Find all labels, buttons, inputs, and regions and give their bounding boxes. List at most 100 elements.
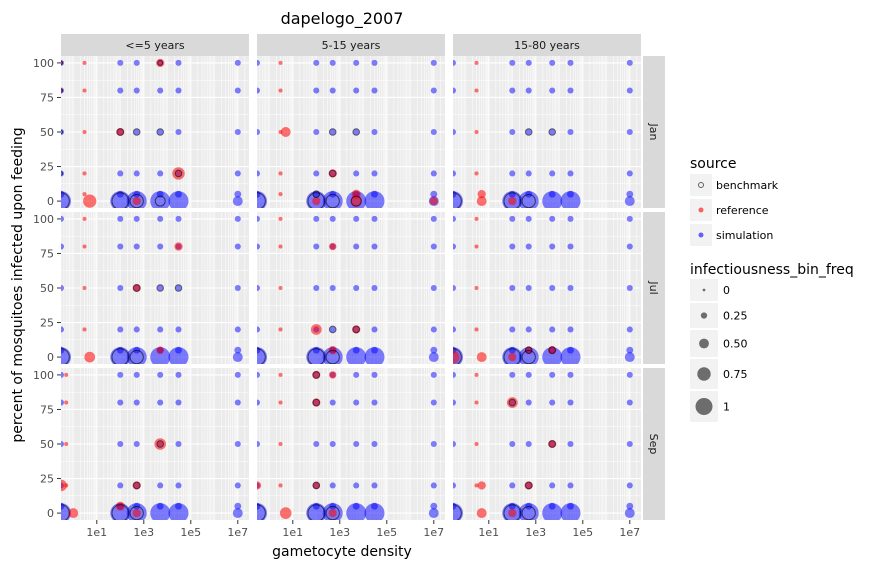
benchmark-point [325, 505, 340, 520]
legend-source-label: reference [716, 204, 769, 217]
benchmark-point [132, 284, 141, 292]
simulation-point [257, 190, 261, 198]
benchmark-point [328, 128, 337, 136]
legend-size-symbol [702, 288, 706, 292]
reference-point [476, 352, 487, 363]
simulation-point [234, 170, 241, 177]
y-tick-label: 0 [47, 351, 54, 364]
reference-point [474, 129, 479, 135]
simulation-point [567, 440, 574, 448]
reference-point [132, 283, 141, 293]
simulation-point [525, 215, 532, 222]
simulation-point [133, 326, 140, 333]
facet-panel [256, 212, 445, 364]
simulation-point [353, 371, 360, 378]
simulation-point [525, 399, 532, 406]
reference-point [453, 350, 460, 364]
x-tick-label: 1e5 [572, 526, 593, 539]
benchmark-point [350, 195, 362, 207]
x-tick-label: 1e3 [329, 526, 350, 539]
simulation-point [175, 440, 182, 448]
reference-point [508, 196, 517, 206]
simulation-point [329, 215, 336, 222]
benchmark-point [352, 325, 360, 334]
simulation-point [453, 371, 457, 378]
panel-points [257, 59, 439, 208]
benchmark-point [503, 348, 522, 364]
simulation-point [353, 284, 360, 292]
simulation-point [509, 284, 516, 292]
legend-size: infectiousness_bin_freq 0 0.25 0.50 0.75 1 [690, 262, 854, 422]
simulation-point [371, 215, 378, 222]
simulation-point [453, 284, 457, 292]
simulation-point [560, 347, 581, 364]
row-strip-label: Jul [647, 280, 660, 294]
legend-size-label: 0.50 [723, 338, 748, 351]
y-tick-label: 25 [40, 161, 54, 174]
simulation-point [567, 190, 574, 198]
simulation-point [453, 87, 457, 94]
simulation-point [371, 128, 378, 136]
benchmark-point [453, 348, 462, 364]
y-tick-label: 50 [40, 126, 54, 139]
simulation-point [306, 347, 327, 364]
benchmark-point [521, 505, 536, 520]
simulation-point [353, 399, 360, 406]
reference-point [68, 508, 79, 519]
simulation-point [61, 371, 65, 378]
simulation-point [453, 326, 457, 333]
simulation-point [117, 243, 124, 250]
simulation-point [157, 482, 164, 489]
benchmark-point [325, 349, 340, 364]
y-axis: 0 25 50 75 100 0 25 50 75 100 0 25 50 75 100 [33, 57, 61, 520]
reference-point [64, 372, 69, 377]
legend-size-symbol [697, 367, 711, 381]
reference-point [474, 372, 479, 377]
simulation-point [133, 87, 140, 94]
simulation-point [567, 371, 574, 378]
simulation-point [624, 352, 635, 363]
benchmark-point [312, 190, 321, 198]
simulation-point [313, 170, 320, 177]
legend-source-label: simulation [716, 229, 773, 242]
simulation-point [560, 503, 581, 520]
benchmark-point [524, 481, 533, 490]
simulation-point [157, 371, 164, 378]
reference-point [278, 88, 283, 93]
simulation-point [110, 347, 131, 364]
simulation-point [234, 371, 241, 378]
reference-point [474, 244, 479, 249]
simulation-point [329, 87, 336, 94]
simulation-point [509, 59, 516, 66]
simulation-point [175, 215, 182, 222]
simulation-point [257, 128, 261, 136]
simulation-point [61, 399, 65, 406]
simulation-point [508, 502, 516, 510]
simulation-point [353, 440, 360, 448]
x-tick-label: 1e7 [619, 526, 640, 539]
simulation-point [626, 371, 633, 378]
simulation-point [234, 128, 241, 136]
benchmark-point [548, 440, 556, 448]
simulation-point [133, 399, 140, 406]
panel-points [453, 371, 635, 520]
reference-point [474, 285, 479, 291]
x-tick-label: 1e1 [478, 526, 499, 539]
simulation-point [548, 502, 556, 510]
simulation-point [257, 326, 261, 333]
facet-panels [60, 56, 641, 520]
simulation-point [626, 482, 633, 489]
reference-point [474, 327, 479, 332]
legend-reference-symbol [698, 207, 704, 213]
benchmark-point [257, 192, 266, 208]
reference-point [82, 244, 87, 249]
simulation-point [157, 87, 164, 94]
simulation-point [175, 371, 182, 378]
simulation-point [117, 59, 124, 66]
reference-point [156, 346, 164, 354]
simulation-point [525, 243, 532, 250]
simulation-point [257, 59, 261, 66]
legend-size-label: 0 [723, 284, 730, 297]
simulation-point [525, 440, 532, 448]
